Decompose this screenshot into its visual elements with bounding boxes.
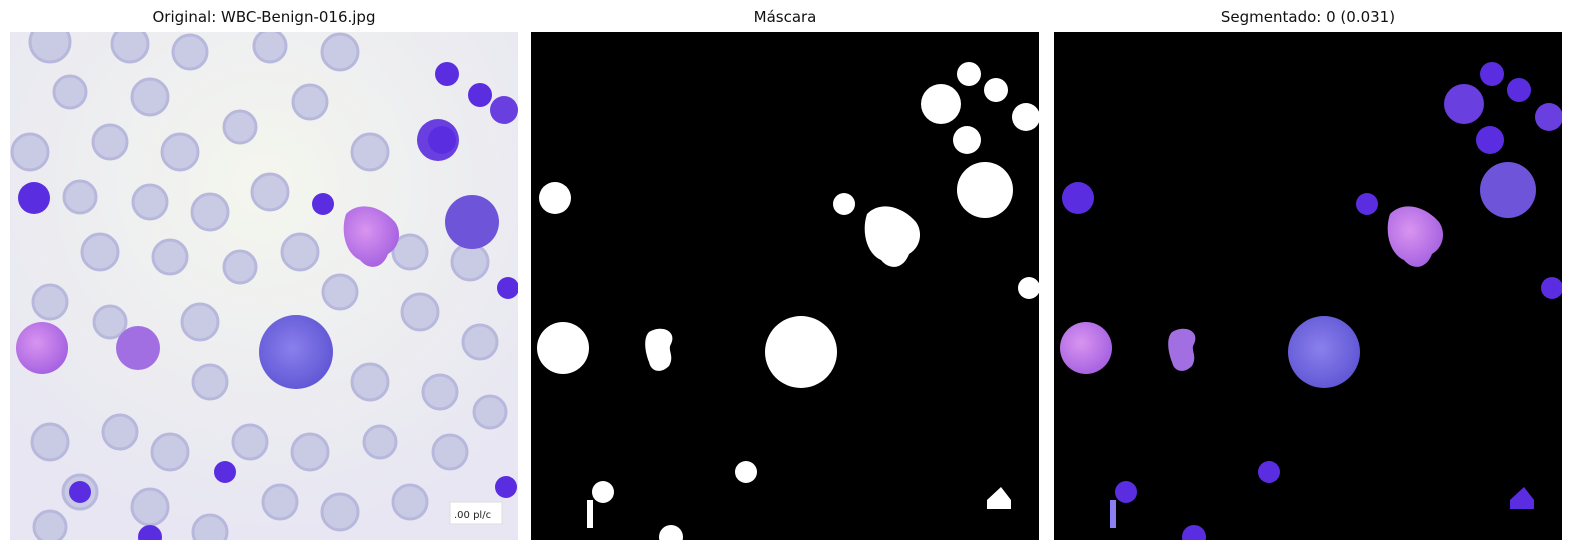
scale-label: .00 pl/c [454, 510, 491, 521]
segmented-panel: Segmentado: 0 (0.031) [1054, 0, 1562, 555]
mask-title: Máscara [753, 8, 817, 26]
mask-panel: Máscara [531, 0, 1039, 555]
mask-image [531, 32, 1039, 540]
original-title: Original: WBC-Benign-016.jpg [152, 8, 376, 26]
segmented-title: Segmentado: 0 (0.031) [1220, 8, 1396, 26]
original-image: .00 pl/c [10, 32, 518, 540]
original-panel: Original: WBC-Benign-016.jpg [10, 0, 518, 555]
segmented-image [1054, 32, 1562, 540]
